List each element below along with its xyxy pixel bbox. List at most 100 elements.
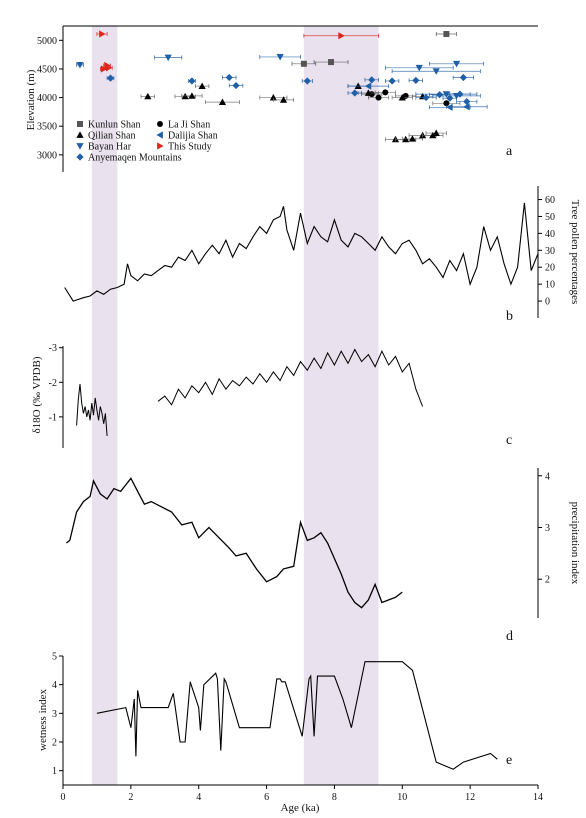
dalijia-point xyxy=(463,103,470,111)
highlight-bands xyxy=(91,26,379,785)
bayanhar-point xyxy=(432,68,440,75)
legend-label-anyemaqen: Anyemaqen Mountains xyxy=(88,153,182,164)
qilian-point xyxy=(364,89,372,96)
x-tick-label: 6 xyxy=(264,792,269,803)
x-tick-label: 14 xyxy=(533,792,543,803)
legend-marker-qilian xyxy=(76,131,84,138)
anyemaqen-point xyxy=(225,73,233,82)
y-tick-label: 5 xyxy=(52,652,57,663)
qilian-point xyxy=(432,129,440,136)
panel-d-series-line xyxy=(66,477,403,609)
anyemaqen-point xyxy=(368,76,376,84)
y-tick-label: 3 xyxy=(545,523,550,534)
anyemaqen-point xyxy=(412,76,420,84)
y-tick-label: 1 xyxy=(52,766,57,777)
panel-d-y-ticks: 2 3 4 xyxy=(538,471,550,586)
qilian-point xyxy=(218,98,227,106)
laji-point xyxy=(382,89,389,96)
y-tick-label: -3 xyxy=(49,343,57,354)
panel-d-ylabel: precipitation index xyxy=(569,502,581,585)
panel-d-precipitation: 2 3 4 precipitation index d xyxy=(66,468,581,644)
y-tick-label: 2 xyxy=(545,575,550,586)
kunlun-point xyxy=(443,31,450,38)
legend-marker-dalijia xyxy=(156,131,163,139)
y-tick-label: 4 xyxy=(545,471,550,482)
y-tick-label: 3 xyxy=(52,709,57,720)
panel-c-ylabel: δ18O (‰ VPDB) xyxy=(31,356,43,433)
panel-a-elevation-scatter: 3000 3500 4000 4500 5000 Elevation (m) Kunlu… xyxy=(25,25,538,172)
x-tick-label: 4 xyxy=(196,792,201,803)
y-tick-label: 10 xyxy=(545,280,555,291)
y-tick-label: 0 xyxy=(545,297,550,308)
y-tick-label: 4 xyxy=(52,680,57,691)
panel-e-label: e xyxy=(506,753,512,768)
qilian-point xyxy=(398,93,406,101)
dalijia-point xyxy=(364,82,372,90)
panel-a-points xyxy=(76,30,488,143)
legend-marker-kunlun xyxy=(77,121,83,127)
panel-b-tree-pollen: 0 10 20 30 40 50 60 Tree pollen percentages b xyxy=(64,186,581,324)
kunlun-point xyxy=(328,59,335,66)
panel-b-series-line xyxy=(64,202,539,302)
y-tick-label: 4500 xyxy=(37,64,57,75)
anyemaqen-point xyxy=(106,74,115,82)
highlight-band-2 xyxy=(303,26,379,785)
panel-a-ylabel: Elevation (m) xyxy=(25,69,37,130)
anyemaqen-point xyxy=(303,77,311,85)
panel-c-series-lines xyxy=(76,348,424,436)
panel-d-label: d xyxy=(506,629,513,644)
qilian-point xyxy=(429,131,437,139)
bayanhar-point xyxy=(452,60,461,68)
y-tick-label: 3500 xyxy=(37,122,57,133)
y-tick-label: 40 xyxy=(545,229,555,240)
x-tick-label: 10 xyxy=(397,792,407,803)
bayanhar-point xyxy=(76,62,84,69)
dalijia-point xyxy=(446,103,453,111)
y-tick-label: -2 xyxy=(49,378,57,389)
qilian-point xyxy=(354,82,362,89)
qilian-point xyxy=(269,93,277,101)
qilian-point xyxy=(144,92,152,100)
thisstudy-point xyxy=(105,64,113,72)
panel-b-y-ticks: 0 10 20 30 40 50 60 xyxy=(538,195,555,308)
anyemaqen-point xyxy=(422,93,430,102)
qilian-point xyxy=(188,92,196,99)
anyemaqen-point xyxy=(388,77,396,85)
panel-e-x-ticks: 0 2 4 6 8 10 12 14 xyxy=(61,785,543,803)
legend-label-bayanhar: Bayan Har xyxy=(88,142,132,153)
qilian-point xyxy=(198,82,206,89)
panel-e-series-line xyxy=(96,661,498,770)
panel-c-y-ticks: -3 -2 -1 xyxy=(49,343,63,423)
bayanhar-point xyxy=(276,54,284,61)
qilian-point xyxy=(408,135,417,142)
thisstudy-point xyxy=(338,32,345,40)
anyemaqen-point xyxy=(463,97,471,106)
anyemaqen-point xyxy=(436,91,444,99)
legend-marker-anyemaqen xyxy=(76,153,84,161)
legend-label-thisstudy: This Study xyxy=(168,142,212,153)
anyemaqen-point xyxy=(459,73,467,82)
x-tick-label: 0 xyxy=(61,792,66,803)
x-tick-label: 12 xyxy=(465,792,475,803)
panel-b-ylabel: Tree pollen percentages xyxy=(569,200,581,305)
panel-c-label: c xyxy=(506,433,512,448)
y-tick-label: 60 xyxy=(545,195,555,206)
y-tick-label: 5000 xyxy=(37,36,57,47)
legend-marker-thisstudy xyxy=(157,142,164,150)
legend-marker-bayanhar xyxy=(76,143,84,150)
anyemaqen-point xyxy=(456,90,464,98)
bayanhar-point xyxy=(164,54,172,62)
anyemaqen-point xyxy=(232,81,240,90)
y-tick-label: -1 xyxy=(49,412,57,423)
panel-c-series-1 xyxy=(76,383,108,436)
panel-c-series-2 xyxy=(157,348,424,407)
thisstudy-point xyxy=(99,30,106,38)
anyemaqen-point xyxy=(446,94,454,102)
legend-label-dalijia: Dalijia Shan xyxy=(168,131,218,142)
legend-label-laji: La Ji Shan xyxy=(168,120,210,131)
panel-e-y-ticks: 1 2 3 4 5 xyxy=(52,652,63,777)
x-tick-label: 8 xyxy=(332,792,337,803)
